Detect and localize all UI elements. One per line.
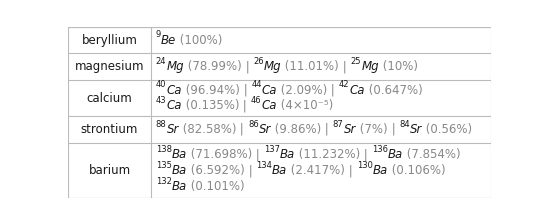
Text: Ca: Ca	[167, 84, 182, 97]
Text: calcium: calcium	[87, 91, 132, 105]
Text: 42: 42	[339, 80, 349, 89]
Text: Mg: Mg	[264, 60, 282, 73]
Text: |: |	[240, 99, 251, 112]
Text: (0.647%): (0.647%)	[365, 84, 423, 97]
Text: Ba: Ba	[172, 180, 187, 193]
Text: (2.417%): (2.417%)	[287, 164, 345, 177]
Text: 44: 44	[251, 80, 262, 89]
Text: barium: barium	[88, 164, 130, 177]
Text: |: |	[339, 60, 351, 73]
Text: (6.592%): (6.592%)	[187, 164, 245, 177]
Text: |: |	[242, 60, 253, 73]
Text: Ba: Ba	[272, 164, 287, 177]
Text: Ba: Ba	[388, 148, 403, 161]
Text: beryllium: beryllium	[81, 34, 138, 47]
Text: (7%): (7%)	[356, 123, 388, 136]
Text: |: |	[322, 123, 333, 136]
Text: (96.94%): (96.94%)	[182, 84, 240, 97]
Text: (2.09%): (2.09%)	[277, 84, 328, 97]
Text: (7.854%): (7.854%)	[403, 148, 461, 161]
Text: 46: 46	[251, 96, 262, 105]
Text: (78.99%): (78.99%)	[184, 60, 242, 73]
Text: (100%): (100%)	[176, 34, 223, 47]
Text: magnesium: magnesium	[75, 60, 144, 73]
Text: (0.101%): (0.101%)	[187, 180, 245, 193]
Text: 137: 137	[264, 145, 280, 154]
Text: 138: 138	[156, 145, 172, 154]
Text: Mg: Mg	[167, 60, 184, 73]
Text: (82.58%): (82.58%)	[179, 123, 236, 136]
Text: (0.135%): (0.135%)	[182, 99, 240, 112]
Text: Ba: Ba	[372, 164, 388, 177]
Text: strontium: strontium	[81, 123, 138, 136]
Text: |: |	[388, 123, 399, 136]
Text: Ca: Ca	[349, 84, 365, 97]
Text: 86: 86	[248, 120, 259, 128]
Text: Ca: Ca	[167, 99, 182, 112]
Text: |: |	[245, 164, 256, 177]
Text: 87: 87	[333, 120, 343, 128]
Text: 135: 135	[156, 161, 172, 170]
Text: Ba: Ba	[280, 148, 295, 161]
Text: 24: 24	[156, 57, 167, 66]
Text: |: |	[240, 84, 251, 97]
Text: |: |	[236, 123, 248, 136]
Text: (10%): (10%)	[379, 60, 418, 73]
Text: |: |	[360, 148, 372, 161]
Text: 25: 25	[351, 57, 361, 66]
Text: Ba: Ba	[172, 164, 187, 177]
Text: |: |	[252, 148, 264, 161]
Text: Sr: Sr	[259, 123, 271, 136]
Text: 136: 136	[372, 145, 388, 154]
Text: 134: 134	[256, 161, 272, 170]
Text: (0.106%): (0.106%)	[388, 164, 446, 177]
Text: 130: 130	[357, 161, 372, 170]
Text: 40: 40	[156, 80, 167, 89]
Text: (9.86%): (9.86%)	[271, 123, 322, 136]
Text: Ca: Ca	[262, 84, 277, 97]
Text: 84: 84	[399, 120, 410, 128]
Text: (11.01%): (11.01%)	[282, 60, 339, 73]
Text: Mg: Mg	[361, 60, 379, 73]
Text: (0.56%): (0.56%)	[422, 123, 472, 136]
Text: Ca: Ca	[262, 99, 277, 112]
Text: (11.232%): (11.232%)	[295, 148, 360, 161]
Text: 26: 26	[253, 57, 264, 66]
Text: Sr: Sr	[410, 123, 422, 136]
Text: (71.698%): (71.698%)	[187, 148, 252, 161]
Text: Ba: Ba	[172, 148, 187, 161]
Text: (4×10⁻⁵): (4×10⁻⁵)	[277, 99, 334, 112]
Text: 43: 43	[156, 96, 167, 105]
Text: 88: 88	[156, 120, 167, 128]
Text: 132: 132	[156, 177, 172, 186]
Text: Be: Be	[161, 34, 176, 47]
Text: Sr: Sr	[167, 123, 179, 136]
Text: |: |	[328, 84, 339, 97]
Text: |: |	[345, 164, 357, 177]
Text: Sr: Sr	[343, 123, 356, 136]
Text: 9: 9	[156, 30, 161, 39]
